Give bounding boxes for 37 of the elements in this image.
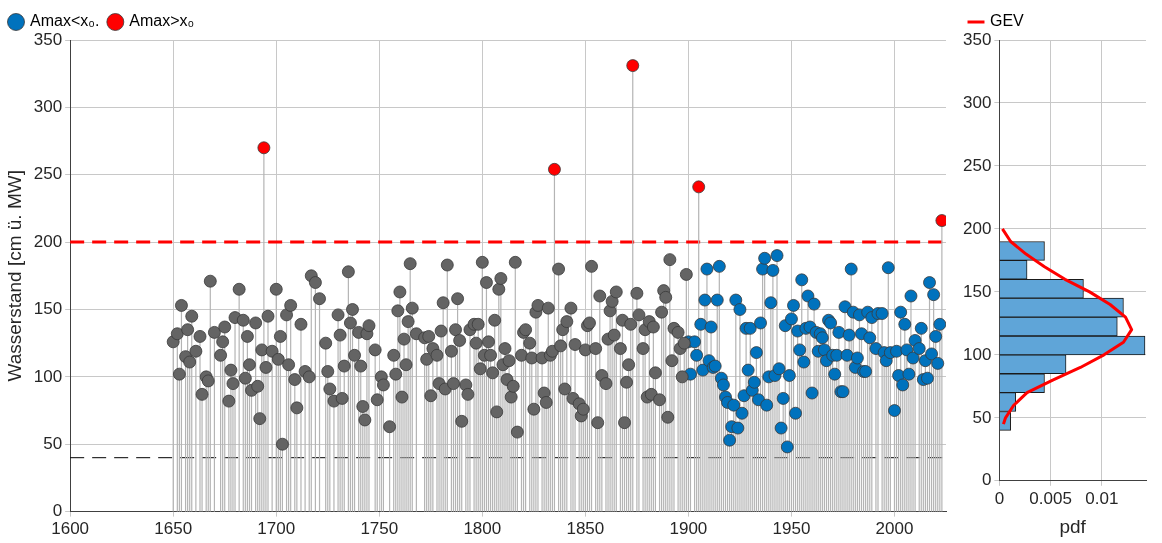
y-tick-label: 100 [33, 366, 63, 386]
x-tick-label: 1950 [772, 519, 811, 539]
x-axis-title: pdf [1059, 515, 1087, 537]
x-tick-label: 0 [994, 488, 1005, 508]
y-tick-label: 300 [962, 92, 992, 112]
y-tick-label: 250 [33, 164, 63, 184]
y-tick-label: 350 [962, 29, 992, 49]
point [548, 162, 561, 176]
y-tick-label: 50 [43, 433, 63, 453]
y-tick-label: 150 [33, 299, 63, 319]
y-axis-title: Wasserstand [cm ü. MW] [3, 170, 25, 382]
x-tick-label: 1650 [154, 519, 193, 539]
y-tick-label: 200 [962, 218, 992, 238]
y-tick-label: 0 [52, 501, 63, 521]
y-tick-label: 0 [981, 470, 992, 490]
point [626, 59, 640, 72]
legend-label: Amax<x₀. [30, 12, 100, 30]
x-tick-label: 1800 [463, 519, 502, 539]
legend-label: Amax>x₀ [129, 12, 195, 30]
y-tick-label: 150 [962, 281, 992, 301]
x-tick-label: 1750 [360, 519, 399, 539]
x-tick-label: 0.005 [1029, 488, 1072, 508]
y-tick-label: 200 [33, 231, 63, 251]
x-tick-label: 1850 [566, 519, 605, 539]
x-tick-label: 2000 [875, 519, 914, 539]
y-tick-label: 300 [33, 97, 63, 117]
y-tick-label: 100 [962, 344, 992, 364]
point [692, 180, 706, 194]
point [257, 141, 271, 155]
y-tick-label: 350 [33, 29, 63, 49]
x-tick-label: 0.01 [1085, 488, 1119, 508]
y-tick-label: 50 [972, 407, 992, 427]
y-tick-label: 250 [962, 155, 992, 175]
x-tick-label: 1900 [669, 519, 708, 539]
legend-label: GEV [990, 12, 1025, 30]
x-tick-label: 1600 [51, 519, 90, 539]
x-tick-label: 1700 [257, 519, 296, 539]
